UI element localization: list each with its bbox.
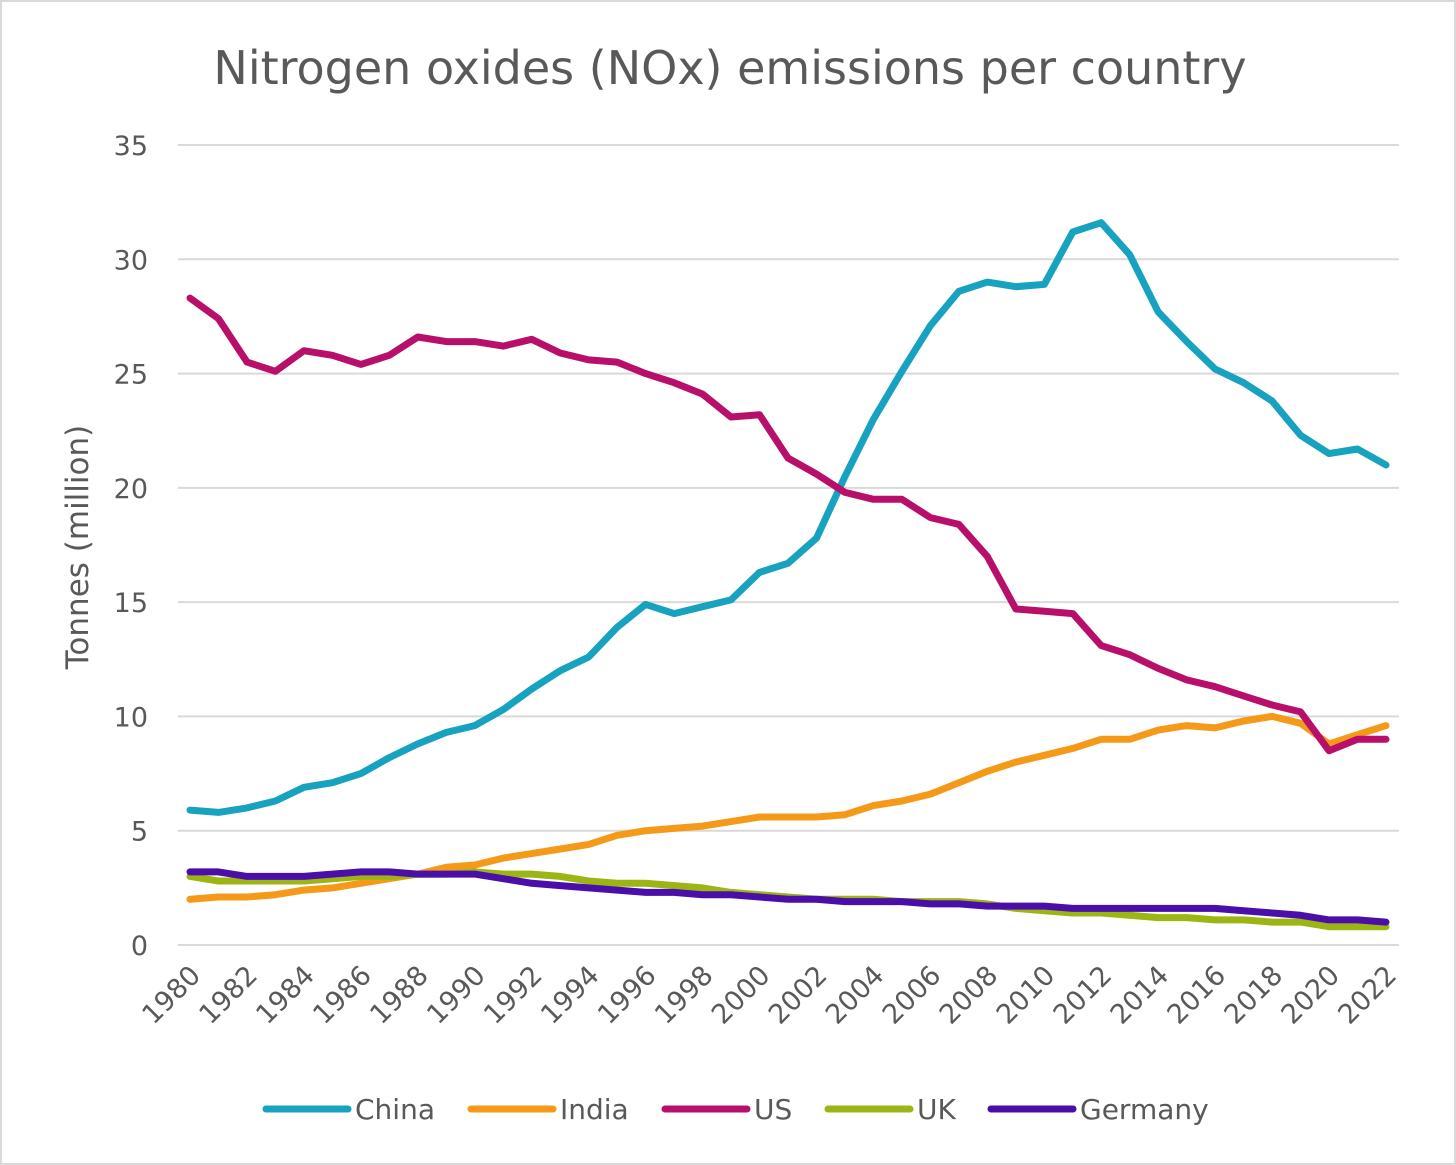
x-tick-label: 1992 <box>478 960 549 1031</box>
series-line-china <box>186 219 1390 816</box>
legend-label-uk: UK <box>917 1093 956 1126</box>
legend-label-china: China <box>355 1093 435 1126</box>
y-tick-label: 10 <box>114 702 148 733</box>
x-tick-label: 1996 <box>592 960 663 1031</box>
legend: China India US UK Germany <box>262 1093 1209 1126</box>
x-tick-label: 2012 <box>1048 960 1119 1031</box>
x-tick-label: 2014 <box>1105 960 1176 1031</box>
y-tick-label: 25 <box>114 360 148 391</box>
x-tick-label: 2002 <box>763 960 834 1031</box>
x-tick-label: 1984 <box>250 960 321 1031</box>
x-tick-label: 2018 <box>1219 960 1290 1031</box>
series-lines <box>186 219 1390 931</box>
x-tick-label: 2022 <box>1332 960 1403 1031</box>
x-tick-label: 2008 <box>934 960 1005 1031</box>
y-tick-label: 30 <box>114 245 148 276</box>
y-axis-ticks: 0 5 10 15 20 25 30 35 <box>114 131 148 962</box>
x-tick-label: 1988 <box>364 960 435 1031</box>
legend-label-germany: Germany <box>1080 1093 1209 1126</box>
y-tick-label: 5 <box>131 817 148 848</box>
series-line-germany <box>186 868 1390 926</box>
x-tick-label: 1994 <box>535 960 606 1031</box>
x-tick-label: 2016 <box>1162 960 1233 1031</box>
x-tick-label: 2010 <box>991 960 1062 1031</box>
x-tick-label: 2020 <box>1275 960 1346 1031</box>
y-tick-label: 15 <box>114 588 148 619</box>
gridlines <box>178 144 1399 946</box>
x-tick-label: 1986 <box>307 960 378 1031</box>
y-tick-label: 35 <box>114 131 148 162</box>
x-tick-label: 1990 <box>421 960 492 1031</box>
x-axis-ticks: 1980198219841986198819901992199419961998… <box>136 960 1403 1031</box>
series-line-us <box>186 294 1390 755</box>
legend-label-india: India <box>560 1093 629 1126</box>
y-tick-label: 20 <box>114 474 148 505</box>
x-tick-label: 1998 <box>649 960 720 1031</box>
chart-title: Nitrogen oxides (NOx) emissions per coun… <box>213 41 1246 95</box>
x-tick-label: 1982 <box>193 960 264 1031</box>
y-tick-label: 0 <box>131 931 148 962</box>
x-tick-label: 2000 <box>706 960 777 1031</box>
x-tick-label: 2006 <box>877 960 948 1031</box>
y-axis-label: Tonnes (million) <box>60 425 96 670</box>
x-tick-label: 1980 <box>136 960 207 1031</box>
legend-label-us: US <box>754 1093 792 1126</box>
x-tick-label: 2004 <box>820 960 891 1031</box>
